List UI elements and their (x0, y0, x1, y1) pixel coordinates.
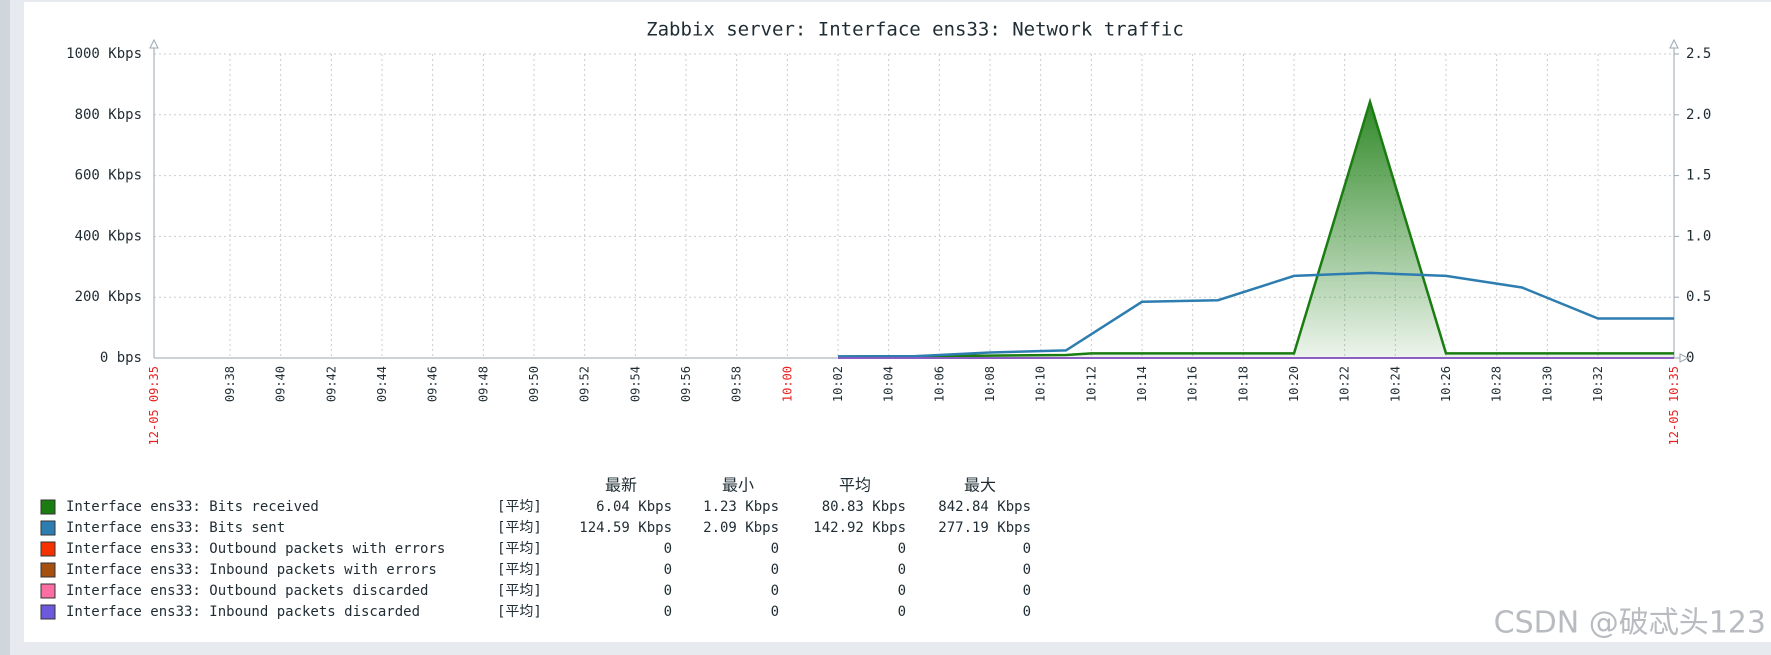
series-line (837, 271, 1674, 358)
legend-stat: 2.09 Kbps (703, 520, 779, 536)
left-border (0, 0, 10, 655)
legend-stat: 277.19 Kbps (938, 520, 1031, 536)
legend-stat: 0 (1023, 562, 1031, 578)
legend-swatch (40, 604, 56, 620)
x-tick-label: 10:32 (1591, 366, 1605, 402)
x-tick-label: 10:10 (1034, 366, 1048, 402)
x-tick-label: 09:58 (730, 366, 744, 402)
x-tick-label: 09:40 (274, 366, 288, 402)
legend-name: Interface ens33: Inbound packets discard… (66, 604, 420, 620)
y-tick-label: 400 Kbps (75, 228, 142, 244)
legend-stat: 0 (898, 541, 906, 557)
legend-stat: 124.59 Kbps (579, 520, 672, 536)
x-tick-label: 10:26 (1439, 366, 1453, 402)
x-tick-label: 09:54 (628, 366, 642, 402)
legend-stat: 0 (664, 583, 672, 599)
x-tick-label: 09:56 (679, 366, 693, 402)
legend-func: [平均] (497, 520, 542, 536)
legend-stat: 0 (898, 604, 906, 620)
legend-header: 最小 (722, 476, 754, 495)
legend-stat: 0 (898, 583, 906, 599)
x-tick-label: 09:50 (527, 366, 541, 402)
legend-stat: 0 (1023, 583, 1031, 599)
y2-tick-label: 0.5 (1686, 289, 1711, 305)
legend-func: [平均] (497, 541, 542, 557)
x-tick-label: 10:06 (932, 366, 946, 402)
x-tick-label: 10:22 (1338, 366, 1352, 402)
legend-stat: 0 (664, 604, 672, 620)
axis-arrow (149, 38, 159, 49)
legend-header: 最新 (605, 476, 637, 495)
legend-name: Interface ens33: Bits received (66, 499, 319, 515)
y-tick-label: 1000 Kbps (66, 46, 142, 62)
legend-stat: 0 (1023, 541, 1031, 557)
x-tick-label: 09:52 (578, 366, 592, 402)
y-tick-label: 600 Kbps (75, 168, 142, 184)
x-tick-label: 10:16 (1186, 366, 1200, 402)
legend-stat: 6.04 Kbps (596, 499, 672, 515)
legend-swatch (40, 499, 56, 515)
x-tick-label: 10:08 (983, 366, 997, 402)
legend-name: Interface ens33: Outbound packets discar… (66, 583, 428, 599)
legend-func: [平均] (497, 583, 542, 599)
legend-stat: 0 (898, 562, 906, 578)
legend-name: Interface ens33: Bits sent (66, 520, 285, 536)
legend-stat: 0 (664, 562, 672, 578)
x-tick-label: 12-05 09:35 (147, 366, 161, 445)
y-tick-label: 800 Kbps (75, 107, 142, 123)
y2-tick-label: 1.0 (1686, 228, 1711, 244)
panel (24, 2, 1771, 642)
legend-swatch (40, 520, 56, 536)
x-tick-label: 09:44 (375, 366, 389, 402)
legend-swatch (40, 583, 56, 599)
x-tick-label: 10:30 (1540, 366, 1554, 402)
x-tick-label: 12-05 10:35 (1667, 366, 1681, 445)
legend-stat: 0 (771, 583, 779, 599)
legend-stat: 0 (771, 562, 779, 578)
axis-arrow (1679, 353, 1690, 363)
chart-title: Zabbix server: Interface ens33: Network … (646, 19, 1184, 41)
x-tick-label: 10:18 (1236, 366, 1250, 402)
legend-header: 平均 (839, 476, 871, 495)
x-tick-label: 09:42 (324, 366, 338, 402)
legend-stat: 142.92 Kbps (813, 520, 906, 536)
y2-tick-label: 1.5 (1686, 168, 1711, 184)
x-tick-label: 10:04 (882, 366, 896, 402)
legend-stat: 1.23 Kbps (703, 499, 779, 515)
x-tick-label: 10:14 (1135, 366, 1149, 402)
x-tick-label: 09:46 (426, 366, 440, 402)
watermark: CSDN @破忒头123 (1494, 606, 1766, 641)
legend-func: [平均] (497, 604, 542, 620)
legend-stat: 842.84 Kbps (938, 499, 1031, 515)
legend-swatch (40, 562, 56, 578)
axis-arrow (1669, 38, 1679, 49)
x-tick-label: 10:12 (1084, 366, 1098, 402)
legend-swatch (40, 541, 56, 557)
x-tick-label: 10:02 (831, 366, 845, 402)
legend-stat: 80.83 Kbps (822, 499, 906, 515)
y-tick-label: 0 bps (100, 350, 142, 366)
legend-func: [平均] (497, 499, 542, 515)
x-tick-label: 09:38 (223, 366, 237, 402)
x-tick-label: 09:48 (476, 366, 490, 402)
legend-stat: 0 (771, 604, 779, 620)
y-tick-label: 200 Kbps (75, 289, 142, 305)
legend-name: Interface ens33: Outbound packets with e… (66, 541, 445, 557)
y2-tick-label: 2.0 (1686, 107, 1711, 123)
y2-tick-label: 0 (1686, 350, 1694, 366)
x-tick-label: 10:00 (780, 366, 794, 402)
x-tick-label: 10:20 (1287, 366, 1301, 402)
x-tick-label: 10:28 (1490, 366, 1504, 402)
legend-func: [平均] (497, 562, 542, 578)
legend-header: 最大 (964, 476, 996, 495)
legend-name: Interface ens33: Inbound packets with er… (66, 562, 437, 578)
x-tick-label: 10:24 (1388, 366, 1402, 402)
legend-stat: 0 (664, 541, 672, 557)
legend-stat: 0 (771, 541, 779, 557)
legend-stat: 0 (1023, 604, 1031, 620)
y2-tick-label: 2.5 (1686, 46, 1711, 62)
